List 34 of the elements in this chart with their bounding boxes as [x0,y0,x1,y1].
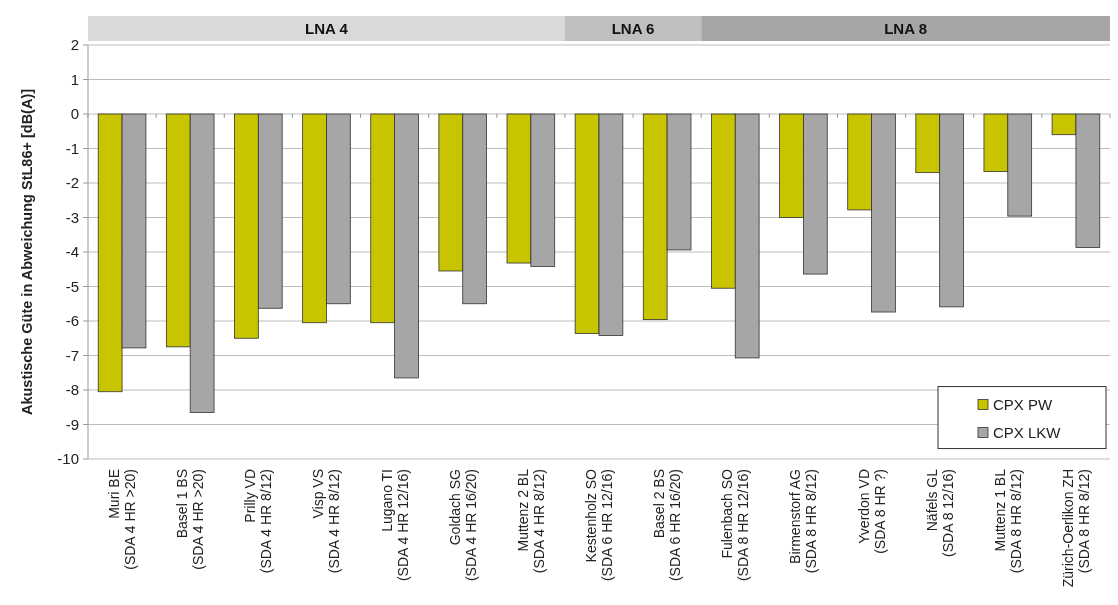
x-tick-label: Lugano TI (SDA 4 HR 12/16) [378,469,411,582]
y-tick-label: -2 [65,174,79,192]
x-tick-label: Muri BE (SDA 4 HR >20) [106,469,139,570]
y-tick-label: -5 [65,277,79,295]
x-tick-label: Prilly VD (SDA 4 HR 8/12) [242,469,275,574]
y-tick-label: 0 [70,105,79,123]
x-tick-label: Goldach SG (SDA 4 HR 16/20) [446,469,479,582]
y-tick-label: -8 [65,381,79,399]
y-tick-label: -10 [57,450,79,468]
legend-label: CPX LKW [993,423,1062,441]
y-tick-label: 2 [70,36,79,54]
y-tick-label: -3 [65,208,79,226]
y-tick-label: -1 [65,139,79,157]
x-tick-label: Muttenz 2 BL (SDA 4 HR 8/12) [514,468,547,574]
x-tick-label: Yverdon VD (SDA 8 HR ?) [855,469,888,554]
x-tick-label: Fulenbach SO (SDA 8 HR 12/16) [719,468,752,582]
y-tick-label: -4 [65,243,79,261]
x-tick-label: Basel 2 BS (SDA 6 HR 16/20) [651,469,684,582]
legend-label: CPX PW [993,395,1054,413]
text: LNA 8 [884,20,927,37]
y-tick-label: -9 [65,415,79,433]
x-tick-label: Visp VS (SDA 4 HR 8/12) [310,469,343,574]
y-tick-label: 1 [70,70,79,88]
x-tick-label: Muttenz 1 BL (SDA 8 HR 8/12) [991,468,1024,574]
x-tick-label: Näfels GL (SDA 8 12/16) [923,468,956,557]
x-tick-label: Zürich-Oerlikon ZH (SDA 8 HR 8/12) [1059,469,1092,588]
x-tick-label: Birmenstorf AG (SDA 8 HR 8/12) [787,469,820,574]
y-tick-label: -7 [65,346,79,364]
y-axis-title: Akustische Güte in Abweichung StL86+ [dB(A)] [19,88,35,416]
x-tick-label: Basel 1 BS (SDA 4 HR >20) [174,469,207,570]
text: LNA 6 [611,20,655,37]
x-tick-label: Kestenholz SO (SDA 6 HR 12/16) [583,468,615,582]
text: LNA 4 [305,20,349,37]
y-tick-label: -6 [65,312,79,330]
